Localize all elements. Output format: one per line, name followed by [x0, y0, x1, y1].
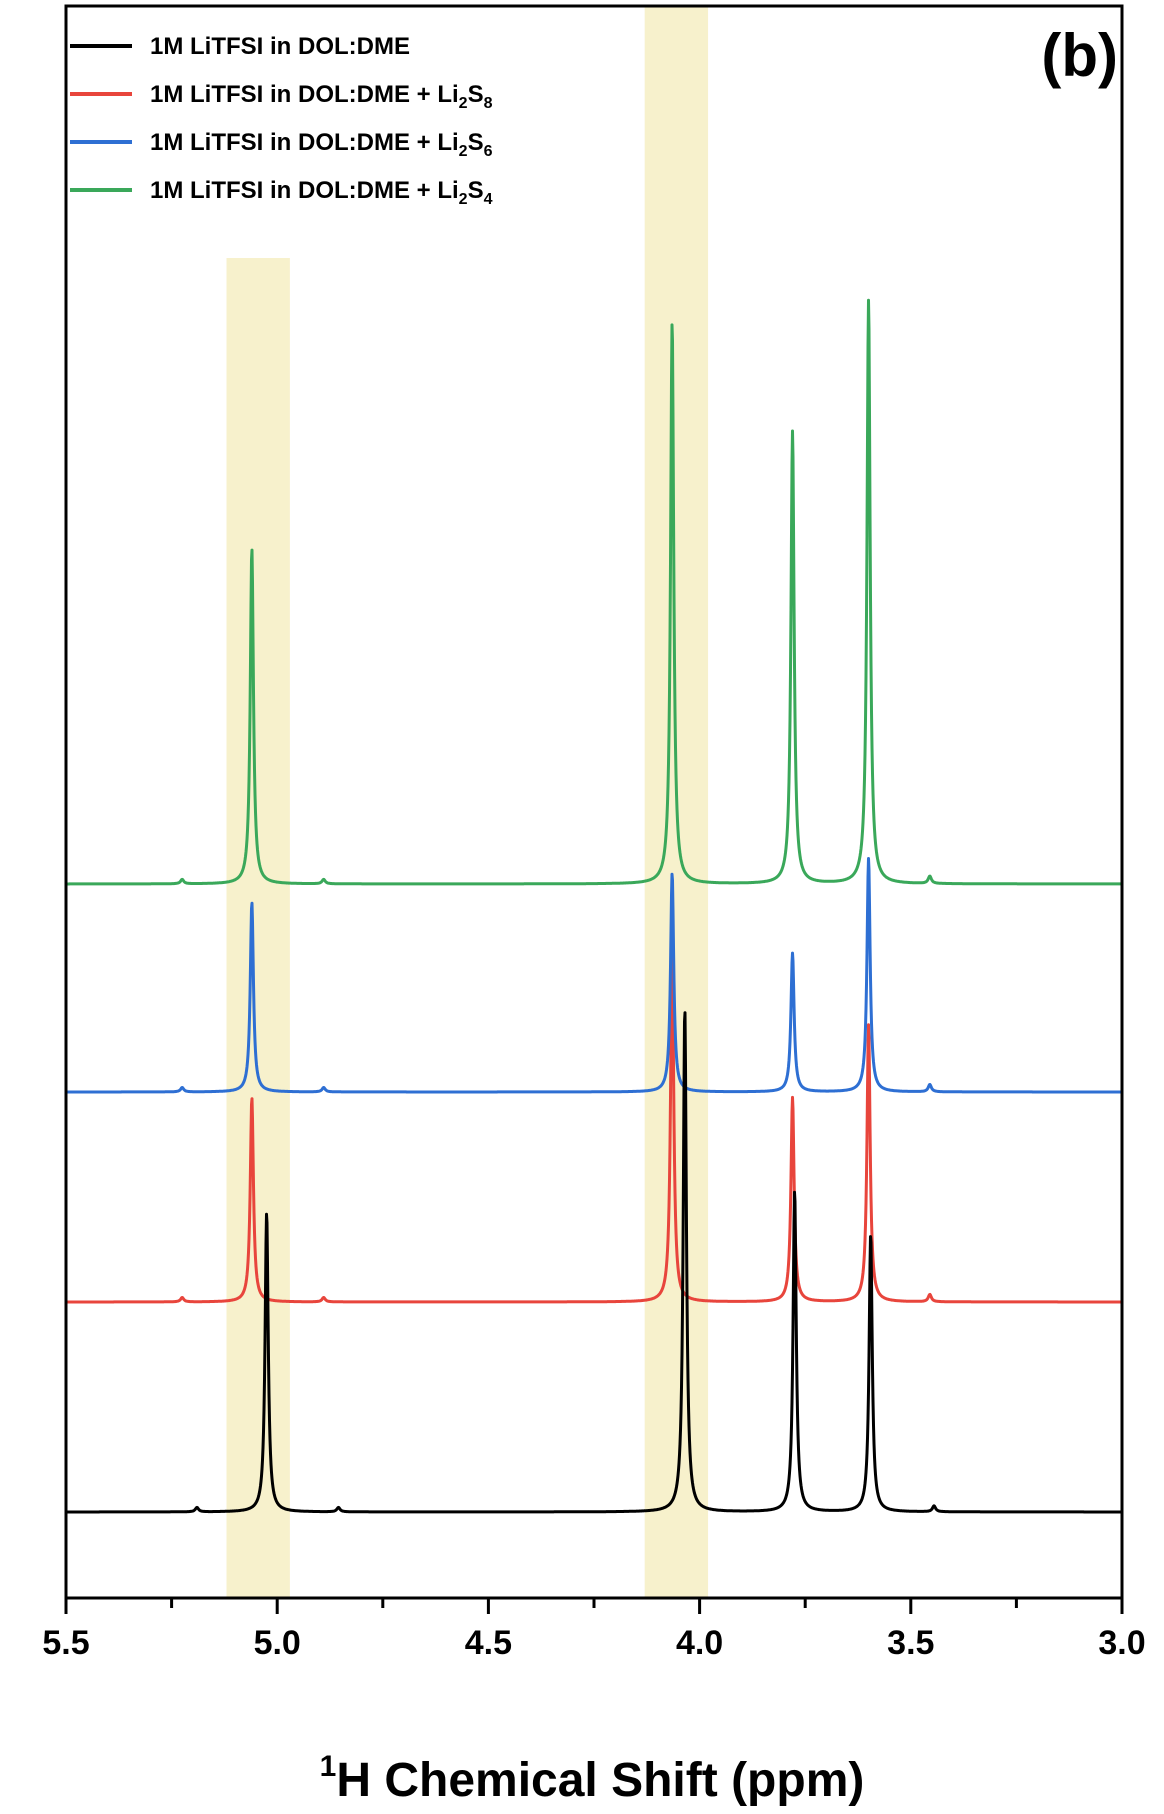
legend-entry: 1M LiTFSI in DOL:DME + Li2S4 — [150, 177, 493, 208]
panel-label: (b) — [1041, 22, 1118, 89]
x-tick-label: 4.0 — [676, 1624, 723, 1662]
legend-entry: 1M LiTFSI in DOL:DME + Li2S6 — [150, 129, 493, 160]
x-axis-ticks — [64, 1598, 1124, 1614]
legend-entry: 1M LiTFSI in DOL:DME — [150, 33, 410, 60]
spectra-traces — [65, 298, 1123, 1514]
highlight-bands — [226, 6, 709, 1598]
x-axis-tick-labels: 5.5 5.0 4.5 4.0 3.5 3.0 — [42, 1624, 1145, 1662]
highlight-band — [226, 258, 290, 1598]
spectrum-line — [65, 857, 1123, 1094]
x-axis-title-text: H Chemical Shift (ppm) — [336, 1754, 864, 1807]
x-tick-label: 3.0 — [1098, 1624, 1145, 1662]
x-tick-label: 3.5 — [887, 1624, 934, 1662]
x-tick-label: 4.5 — [465, 1624, 512, 1662]
spectrum-line — [65, 298, 1123, 886]
spectrum-line — [65, 944, 1123, 1304]
spectrum-line — [65, 1011, 1123, 1514]
plot-frame — [64, 4, 1124, 1600]
x-axis-title-superscript: 1 — [320, 1750, 337, 1783]
legend: 1M LiTFSI in DOL:DME 1M LiTFSI in DOL:DME… — [70, 33, 493, 208]
x-tick-label: 5.5 — [42, 1624, 89, 1662]
legend-entry: 1M LiTFSI in DOL:DME + Li2S8 — [150, 81, 493, 112]
x-axis-title: 1H Chemical Shift (ppm) — [320, 1750, 865, 1807]
x-tick-label: 5.0 — [254, 1624, 301, 1662]
